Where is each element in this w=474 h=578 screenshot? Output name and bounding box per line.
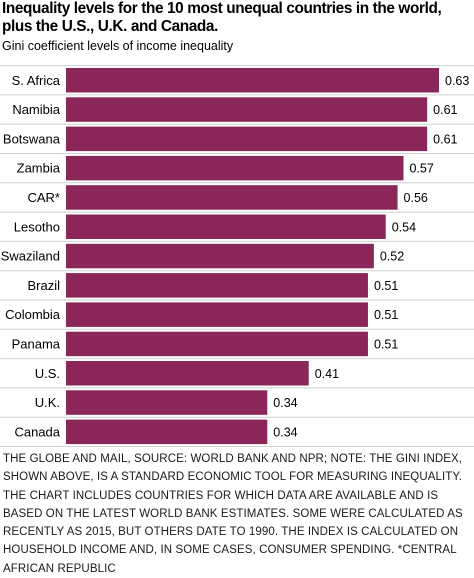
chart-title: Inequality levels for the 10 most unequa…	[2, 0, 442, 35]
category-label: Brazil	[27, 278, 60, 293]
category-label: Canada	[14, 424, 60, 439]
value-label: 0.52	[380, 250, 404, 264]
bar	[66, 126, 428, 152]
value-label: 0.61	[433, 103, 457, 117]
bar-chart: S. Africa 0.63 Namibia 0.61 Botswana 0.61 Zamb…	[0, 65, 474, 447]
bar	[66, 273, 368, 298]
category-label: Lesotho	[14, 219, 60, 234]
bar	[66, 361, 309, 386]
bar	[66, 419, 268, 445]
value-label: 0.34	[273, 396, 297, 410]
bar	[66, 155, 404, 181]
bar	[66, 214, 386, 239]
value-label: 0.54	[392, 220, 416, 234]
bar	[66, 97, 428, 122]
category-label: CAR*	[27, 190, 60, 205]
category-label: Botswana	[3, 131, 61, 146]
value-label: 0.51	[374, 337, 398, 351]
bar	[66, 243, 374, 269]
bar	[66, 68, 439, 93]
value-label: 0.51	[374, 279, 398, 293]
value-label: 0.61	[433, 132, 457, 146]
bar	[66, 331, 368, 357]
bar	[66, 185, 398, 210]
bar	[66, 302, 368, 327]
value-label: 0.41	[315, 367, 339, 381]
category-label: Namibia	[12, 102, 60, 117]
value-label: 0.63	[445, 74, 469, 88]
value-label: 0.56	[404, 191, 428, 205]
category-label: U.S.	[35, 366, 60, 381]
bar	[66, 390, 268, 415]
value-label: 0.34	[273, 425, 297, 439]
category-label: Panama	[12, 336, 61, 351]
category-label: U.K.	[35, 395, 60, 410]
category-label: S. Africa	[12, 73, 61, 88]
value-label: 0.51	[374, 308, 398, 322]
category-label: Colombia	[5, 307, 61, 322]
category-label: Swaziland	[1, 249, 60, 264]
category-label: Zambia	[17, 161, 61, 176]
source-note: THE GLOBE AND MAIL, SOURCE: WORLD BANK A…	[3, 453, 463, 575]
chart-subtitle: Gini coefficient levels of income inequa…	[2, 39, 234, 53]
value-label: 0.57	[409, 162, 433, 176]
